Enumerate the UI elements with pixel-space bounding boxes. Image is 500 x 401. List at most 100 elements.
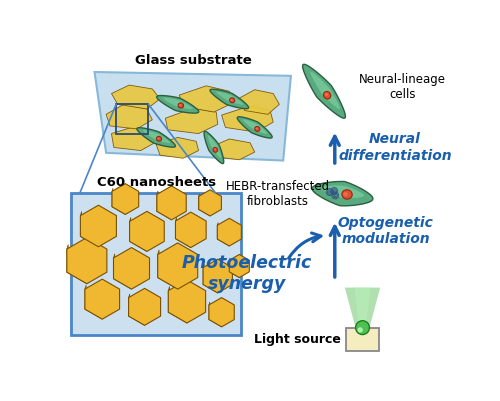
Text: C60 nanosheets: C60 nanosheets (96, 176, 216, 188)
Polygon shape (85, 305, 103, 319)
Polygon shape (310, 72, 340, 109)
Ellipse shape (213, 148, 218, 152)
Ellipse shape (324, 91, 331, 99)
Polygon shape (72, 193, 241, 335)
Polygon shape (128, 312, 146, 325)
Polygon shape (164, 98, 193, 109)
Polygon shape (67, 237, 107, 284)
Polygon shape (179, 86, 233, 112)
Ellipse shape (157, 138, 160, 140)
Polygon shape (203, 281, 219, 293)
Ellipse shape (256, 128, 258, 130)
Polygon shape (346, 328, 378, 351)
Polygon shape (176, 235, 192, 247)
Text: Neural
differentiation: Neural differentiation (338, 132, 452, 162)
Polygon shape (204, 132, 224, 164)
Polygon shape (204, 132, 224, 164)
Circle shape (358, 327, 363, 333)
Polygon shape (203, 259, 232, 293)
Polygon shape (203, 264, 204, 285)
Polygon shape (157, 186, 186, 220)
Polygon shape (114, 247, 150, 289)
Ellipse shape (255, 127, 260, 132)
Polygon shape (302, 64, 346, 118)
Polygon shape (156, 138, 198, 158)
Polygon shape (112, 128, 154, 150)
Polygon shape (130, 237, 148, 251)
Polygon shape (158, 243, 198, 289)
Polygon shape (128, 294, 130, 316)
Polygon shape (243, 119, 268, 134)
Polygon shape (157, 208, 172, 220)
Polygon shape (80, 211, 82, 236)
Text: Light source: Light source (254, 333, 341, 346)
Polygon shape (198, 190, 222, 216)
Polygon shape (80, 205, 116, 247)
Text: Neural-lineage
cells: Neural-lineage cells (359, 73, 446, 101)
Ellipse shape (343, 192, 348, 196)
Polygon shape (222, 106, 273, 132)
Polygon shape (238, 117, 272, 138)
Polygon shape (80, 232, 100, 247)
Polygon shape (85, 279, 119, 319)
Polygon shape (198, 207, 211, 216)
Polygon shape (158, 273, 179, 289)
Ellipse shape (214, 148, 216, 150)
Ellipse shape (179, 104, 182, 106)
Polygon shape (230, 255, 250, 277)
Polygon shape (198, 194, 200, 209)
Polygon shape (112, 85, 160, 109)
Polygon shape (218, 236, 230, 246)
Polygon shape (176, 212, 206, 247)
Polygon shape (166, 108, 218, 134)
Polygon shape (238, 117, 272, 138)
Text: Glass substrate: Glass substrate (134, 54, 252, 67)
Polygon shape (168, 280, 205, 323)
Polygon shape (230, 269, 240, 277)
Polygon shape (143, 130, 170, 143)
Polygon shape (130, 217, 131, 241)
Text: Photoelectric
synergy: Photoelectric synergy (182, 254, 312, 293)
Polygon shape (168, 308, 188, 323)
Ellipse shape (342, 190, 352, 199)
Polygon shape (137, 128, 175, 147)
Polygon shape (168, 286, 170, 312)
Polygon shape (157, 191, 158, 211)
Polygon shape (112, 184, 138, 215)
Polygon shape (158, 250, 159, 277)
Polygon shape (218, 218, 242, 246)
Polygon shape (210, 89, 248, 109)
Polygon shape (209, 317, 222, 327)
Polygon shape (322, 186, 364, 198)
Polygon shape (137, 128, 175, 147)
Polygon shape (67, 245, 68, 272)
Polygon shape (94, 72, 291, 160)
Polygon shape (312, 182, 373, 206)
Polygon shape (106, 104, 152, 129)
Polygon shape (302, 64, 346, 118)
Ellipse shape (230, 98, 234, 103)
Bar (116, 104, 148, 134)
Polygon shape (156, 95, 198, 113)
Polygon shape (354, 288, 370, 328)
Text: Optogenetic
modulation: Optogenetic modulation (338, 216, 434, 247)
Ellipse shape (325, 93, 328, 96)
Polygon shape (345, 288, 380, 328)
Polygon shape (114, 254, 115, 279)
Polygon shape (210, 139, 254, 160)
Polygon shape (210, 89, 248, 109)
Polygon shape (156, 95, 198, 113)
Polygon shape (208, 136, 222, 158)
Polygon shape (312, 182, 373, 206)
Polygon shape (209, 302, 210, 320)
Polygon shape (209, 298, 234, 327)
Circle shape (356, 321, 370, 334)
Polygon shape (240, 90, 280, 114)
Polygon shape (112, 188, 113, 207)
Ellipse shape (156, 136, 162, 141)
Polygon shape (130, 211, 164, 251)
Polygon shape (85, 285, 86, 309)
Polygon shape (67, 267, 88, 284)
Ellipse shape (178, 103, 184, 108)
Ellipse shape (230, 99, 232, 101)
